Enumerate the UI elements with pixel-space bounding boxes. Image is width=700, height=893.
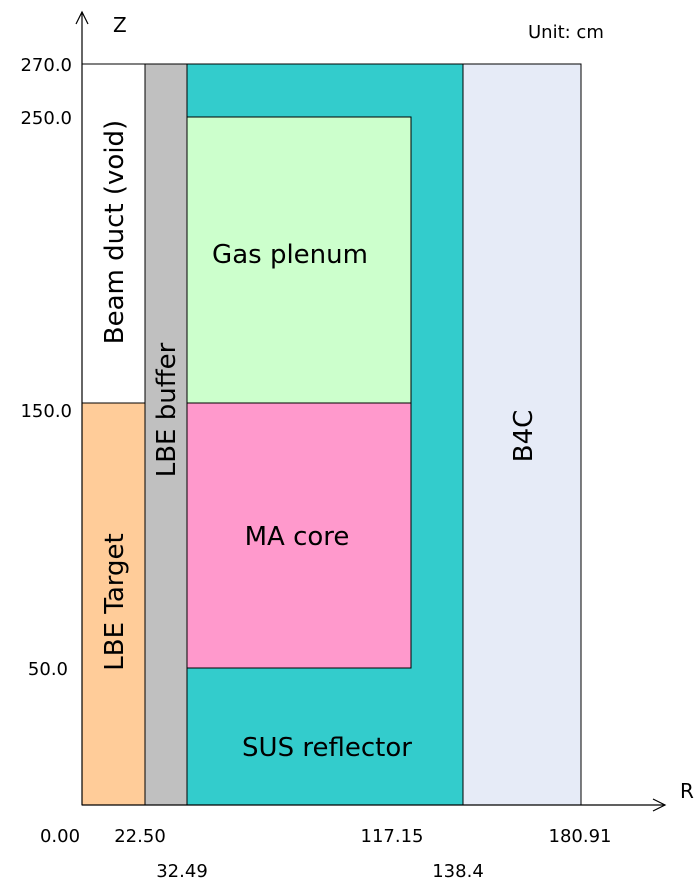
z-tick: 270.0	[20, 55, 72, 76]
z-tick: 150.0	[20, 401, 72, 422]
unit: Unit: cm	[528, 22, 604, 43]
r-tick: 117.15	[361, 826, 424, 847]
b4c-label: B4C	[509, 410, 539, 463]
r-tick: 138.4	[432, 861, 484, 882]
beam-duct	[81, 63, 146, 404]
lbe-target	[81, 402, 146, 806]
gas-plenum-label: Gas plenum	[212, 240, 368, 270]
z-tick: 250.0	[20, 108, 72, 129]
lbe-buffer	[144, 63, 188, 806]
r-label: R	[680, 779, 694, 803]
sus-reflector-label: SUS reflector	[242, 733, 412, 763]
lbe-buffer-label: LBE buffer	[152, 342, 182, 477]
r-tick: 22.50	[114, 826, 166, 847]
beam-duct-label: Beam duct (void)	[100, 120, 130, 344]
gas-plenum	[186, 116, 412, 404]
ma-core	[186, 402, 412, 669]
r-tick: 0.00	[40, 826, 80, 847]
ma-core-label: MA core	[245, 522, 350, 552]
b4c	[462, 63, 582, 806]
z-label: Z	[113, 13, 127, 37]
axes	[75, 10, 667, 812]
lbe-target-label: LBE Target	[100, 533, 130, 670]
r-tick: 32.49	[156, 861, 208, 882]
z-tick: 50.0	[28, 659, 68, 680]
r-tick: 180.91	[549, 826, 612, 847]
